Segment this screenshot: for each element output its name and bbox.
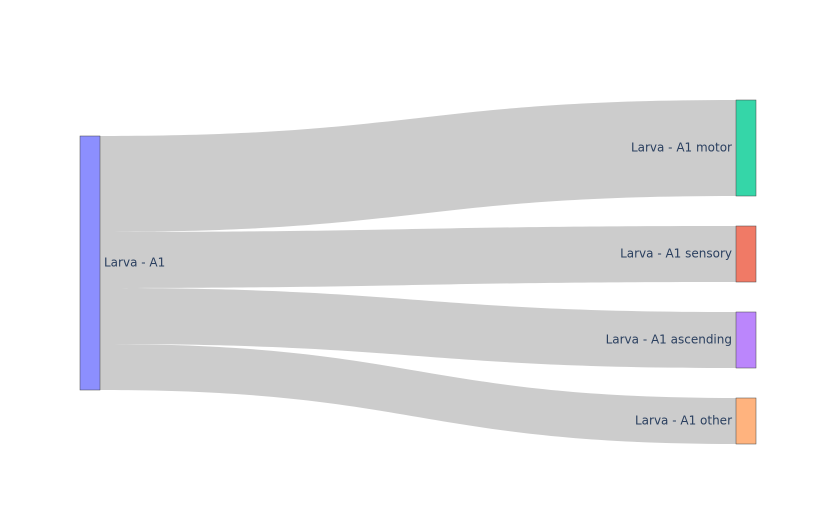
sankey-node-label-sensory: Larva - A1 sensory — [620, 247, 732, 261]
sankey-node-a1[interactable] — [79, 135, 101, 391]
sankey-node-label-a1: Larva - A1 — [104, 256, 165, 270]
sankey-link-a1-to-sensory[interactable] — [100, 226, 736, 288]
sankey-link-a1-to-ascending[interactable] — [100, 288, 736, 368]
sankey-node-ascending[interactable] — [735, 311, 757, 369]
sankey-node-sensory[interactable] — [735, 225, 757, 283]
sankey-node-other[interactable] — [735, 397, 757, 445]
sankey-node-motor[interactable] — [735, 99, 757, 197]
sankey-link-a1-to-other[interactable] — [100, 344, 736, 444]
sankey-node-label-motor: Larva - A1 motor — [631, 141, 732, 155]
sankey-node-label-ascending: Larva - A1 ascending — [606, 333, 732, 347]
sankey-nodes — [79, 99, 757, 445]
sankey-links — [100, 100, 736, 444]
sankey-node-label-other: Larva - A1 other — [635, 414, 732, 428]
sankey-link-a1-to-motor[interactable] — [100, 100, 736, 232]
sankey-labels: Larva - A1 Larva - A1 motor Larva - A1 sen… — [104, 141, 732, 428]
